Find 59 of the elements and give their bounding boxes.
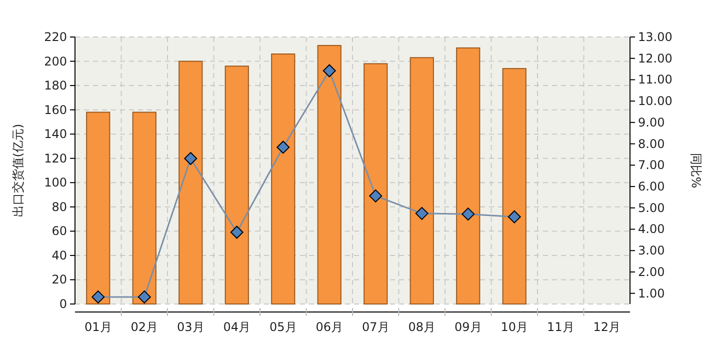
x-tick-label: 08月 (408, 320, 436, 334)
y2-tick-label: 6.00 (638, 180, 665, 194)
x-tick-label: 11月 (546, 320, 574, 334)
x-tick-label: 05月 (269, 320, 297, 334)
bar (410, 57, 434, 304)
y-tick-label: 220 (44, 30, 67, 44)
bar (364, 63, 388, 304)
x-tick-label: 01月 (84, 320, 112, 334)
y-tick-label: 40 (52, 248, 67, 262)
y-tick-label: 160 (44, 102, 67, 117)
bar (132, 112, 156, 304)
x-tick-label: 10月 (500, 320, 528, 334)
y-tick-label: 20 (52, 272, 67, 287)
y-tick-label: 200 (44, 54, 67, 68)
bar (271, 53, 296, 304)
y2-tick-label: 11.00 (638, 72, 672, 87)
y-tick-label: 0 (59, 297, 67, 311)
bar (86, 112, 110, 304)
x-tick-label: 09月 (454, 320, 482, 334)
bar (456, 47, 480, 304)
bar (317, 44, 342, 304)
y-tick-label: 80 (52, 200, 67, 214)
point (276, 140, 290, 154)
bar (178, 60, 203, 304)
x-tick-label: 02月 (130, 320, 158, 334)
x-tick-label: 12月 (593, 320, 621, 334)
y2-tick-label: 9.00 (638, 115, 665, 130)
point (462, 208, 475, 221)
y2-tick-label: 5.00 (638, 200, 665, 215)
y2-axis-title: 同比% (689, 152, 703, 188)
bar (502, 68, 526, 304)
x-tick-label: 04月 (223, 320, 251, 334)
y2-tick-label: 2.00 (638, 264, 665, 279)
x-tick-label: 07月 (362, 320, 390, 334)
y2-tick-label: 7.00 (638, 158, 665, 172)
y2-tick-label: 3.00 (638, 244, 665, 258)
y2-tick-label: 10.00 (638, 94, 672, 108)
point (184, 152, 198, 166)
x-tick-label: 06月 (316, 320, 344, 334)
y-tick-label: 60 (52, 224, 67, 238)
y2-tick-label: 12.00 (638, 51, 672, 66)
y-axis-title: 出口交货值(亿元) (11, 124, 25, 218)
point (322, 64, 336, 78)
bar (224, 66, 249, 304)
y2-tick-label: 13.00 (638, 30, 672, 44)
y-tick-label: 120 (44, 151, 67, 166)
point (508, 210, 521, 224)
y2-tick-label: 1.00 (638, 286, 665, 300)
point (92, 290, 105, 304)
point (138, 290, 151, 304)
y2-tick-label: 4.00 (638, 222, 665, 236)
point (230, 226, 244, 239)
y-tick-label: 140 (44, 127, 67, 142)
y2-tick-label: 8.00 (638, 136, 665, 151)
y-tick-label: 180 (44, 78, 67, 93)
x-tick-label: 03月 (176, 320, 204, 334)
y-tick-label: 100 (44, 176, 67, 190)
point (415, 206, 428, 220)
point (369, 189, 382, 202)
